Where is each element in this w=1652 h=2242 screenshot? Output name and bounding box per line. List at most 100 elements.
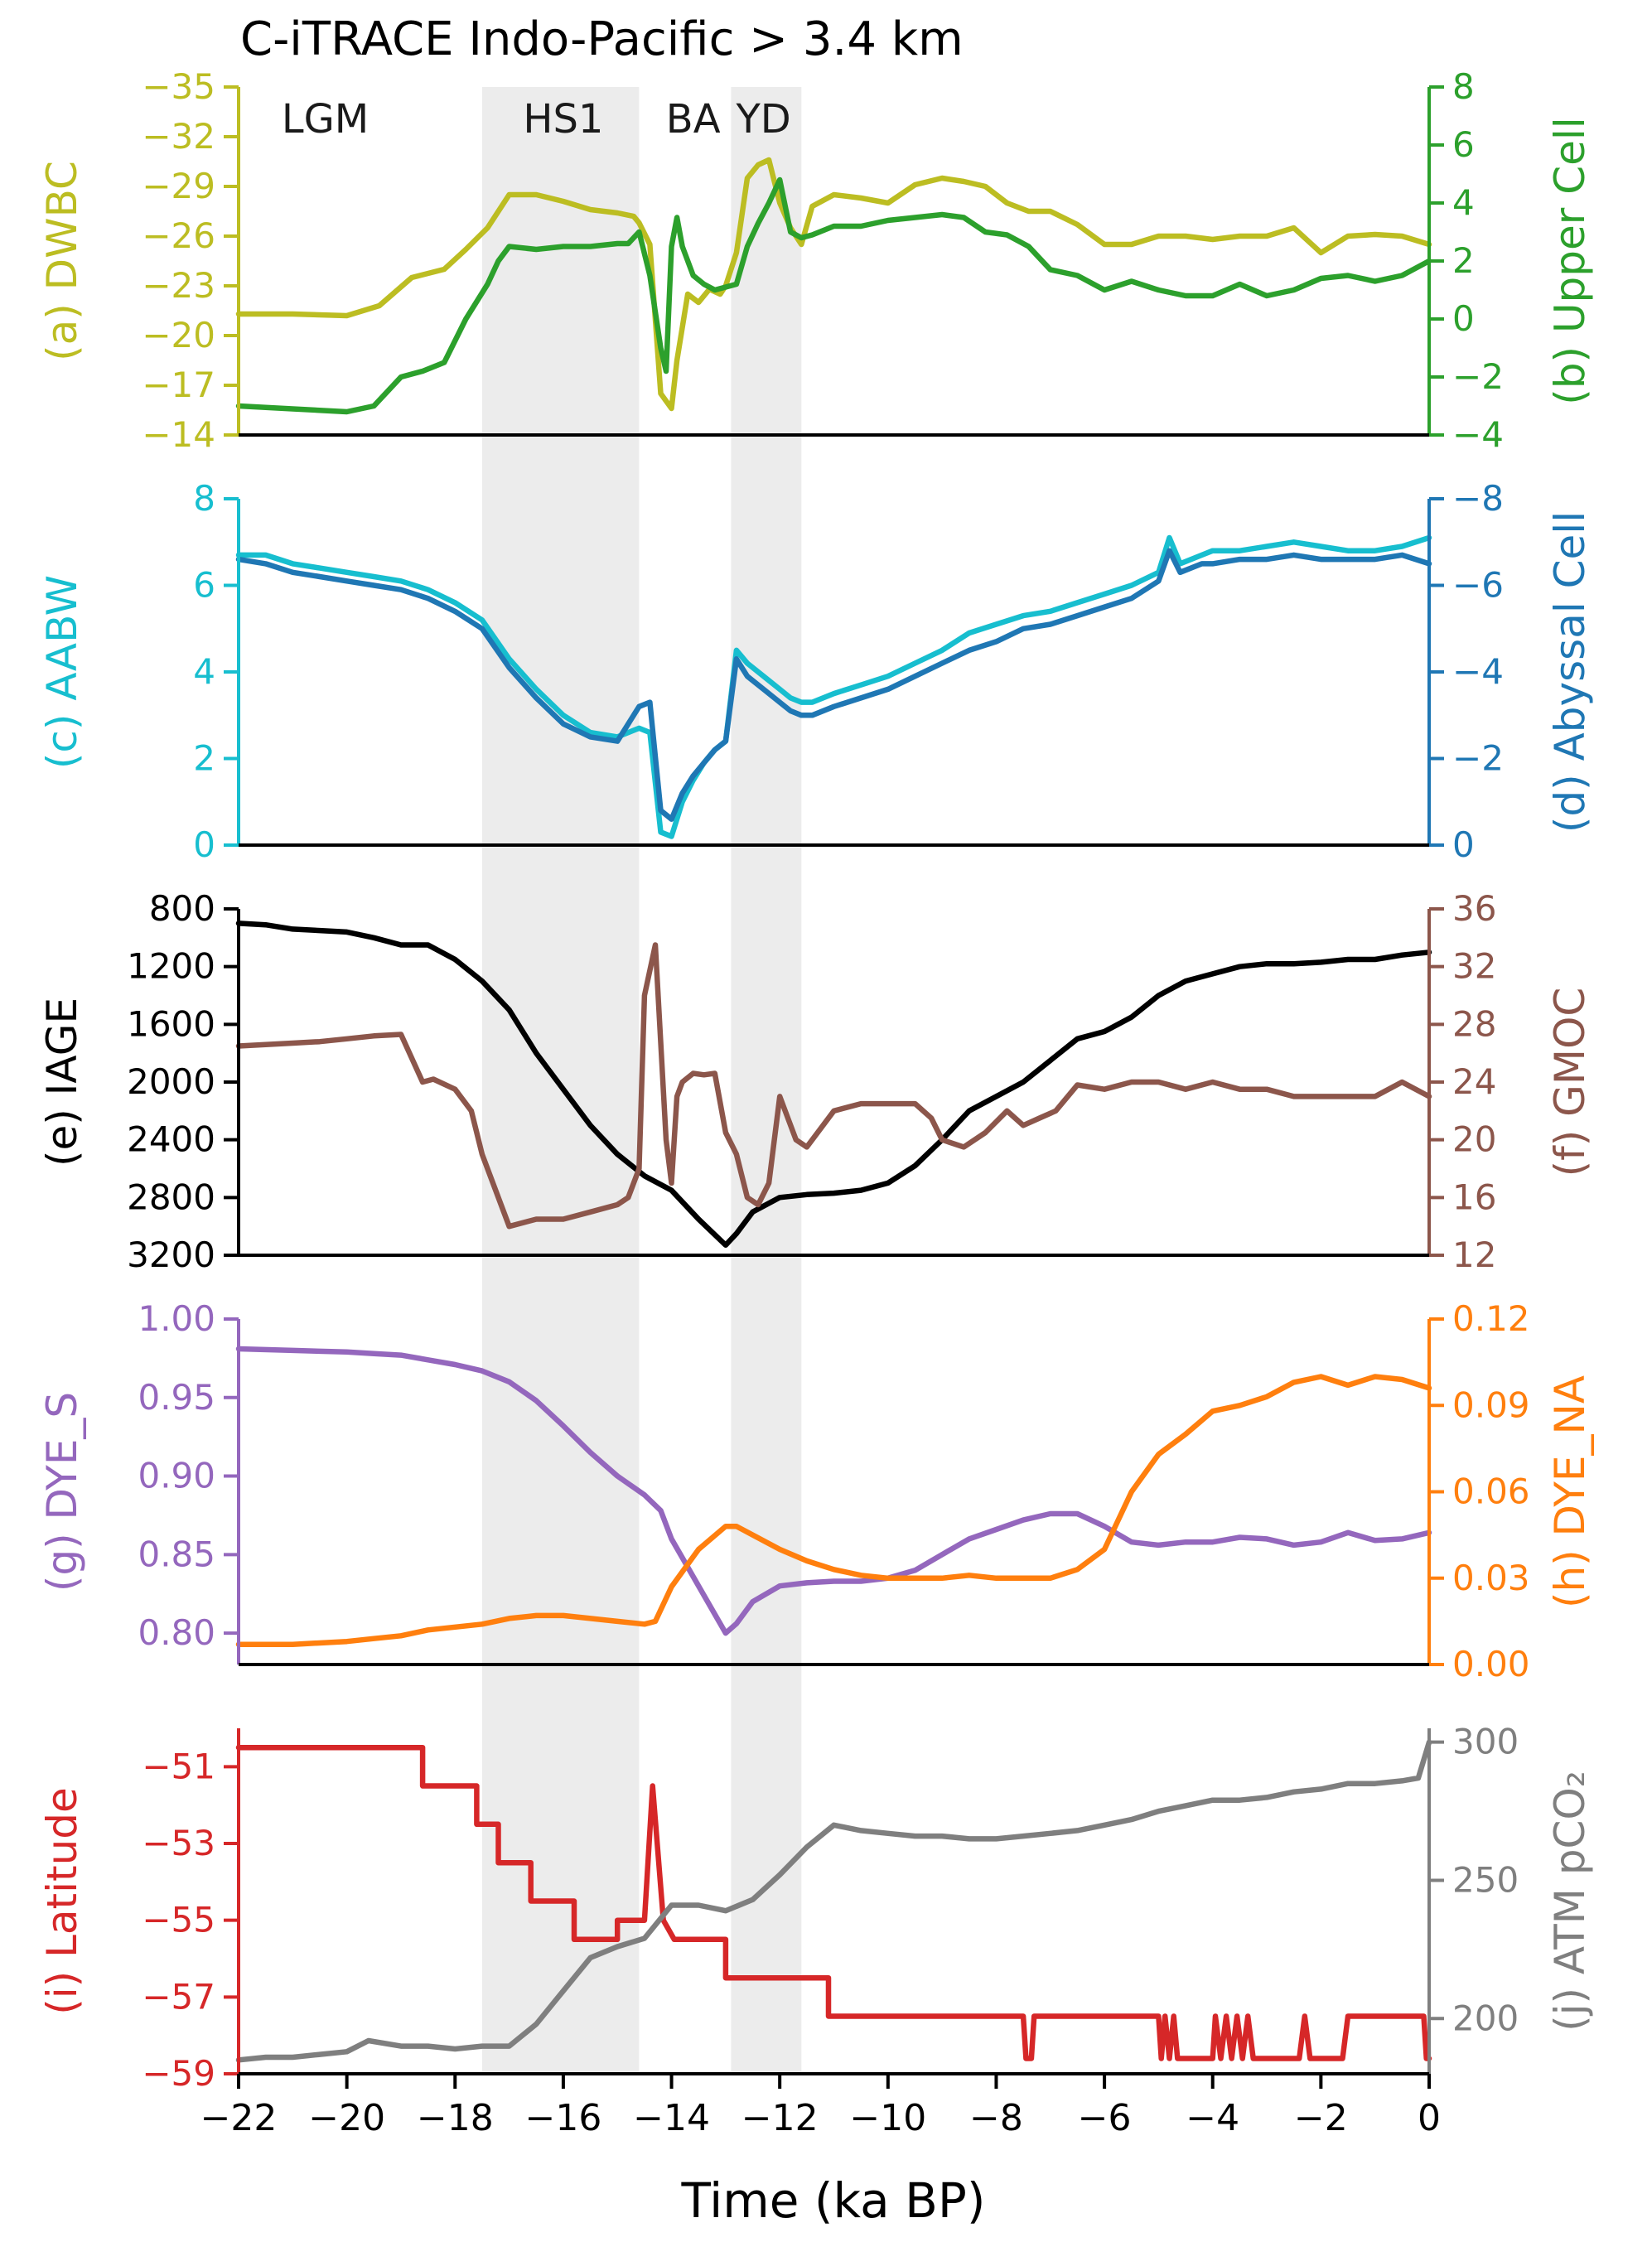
panel-2: 0 2 4 6 8 −8 −6 −4 −2 0 (c) AABW (d) Abyssal Cell [38, 478, 1594, 865]
right-tick-label: 0.12 [1452, 1298, 1530, 1339]
right-tick-label: 24 [1452, 1061, 1496, 1102]
right-tick-label: 0 [1452, 824, 1475, 865]
left-tick-label: −29 [142, 166, 215, 206]
series-line-left [235, 1744, 1432, 2061]
right-axis-label: (f) GMOC [1546, 988, 1594, 1177]
panel-5: −59 −57 −55 −53 −51 200 250 300 (i) Latitude (j) … [38, 1722, 1594, 2094]
series-line-left [235, 1346, 1432, 1636]
series-line-right [235, 942, 1432, 1230]
x-tick-label: −20 [308, 2097, 385, 2139]
series-line-right [235, 1739, 1432, 2063]
period-label-yd: YD [735, 96, 790, 143]
right-tick-label: 2 [1452, 240, 1475, 281]
left-tick-label: 1.00 [138, 1298, 215, 1339]
left-tick-label: 0 [193, 824, 215, 865]
x-tick-label: −4 [1186, 2097, 1239, 2139]
series-line-right [235, 176, 1432, 415]
left-tick-label: −32 [142, 116, 215, 157]
left-tick-label: −55 [142, 1900, 215, 1940]
x-axis-label: Time (ka BP) [681, 2172, 986, 2229]
left-tick-label: 6 [193, 565, 215, 606]
shaded-period-yd [731, 87, 802, 2074]
right-axis-label: (b) Upper Cell [1546, 117, 1594, 404]
left-tick-label: −53 [142, 1823, 215, 1863]
left-tick-label: −59 [142, 2053, 215, 2094]
shaded-period-hs1 [481, 87, 640, 2074]
left-axis-label: (i) Latitude [38, 1787, 86, 2015]
right-tick-label: −4 [1452, 651, 1504, 692]
left-axis-label: (c) AABW [38, 575, 86, 769]
panel-3: 800 1200 1600 2000 2400 2800 3200 12 16 20 24 28 32 3… [38, 888, 1594, 1275]
chart-title: C-iTRACE Indo-Pacific > 3.4 km [240, 12, 964, 66]
shaded-periods [481, 87, 802, 2074]
x-tick-label: −10 [849, 2097, 926, 2139]
right-tick-label: −2 [1452, 738, 1504, 779]
right-tick-label: 250 [1452, 1859, 1519, 1900]
x-tick-label: −16 [524, 2097, 601, 2139]
x-tick-label: −18 [417, 2097, 494, 2139]
series-line-right [235, 1374, 1432, 1647]
period-label-hs1: HS1 [523, 96, 603, 143]
x-tick-label: −8 [969, 2097, 1023, 2139]
left-axis-label: (a) DWBC [38, 161, 86, 361]
left-tick-label: 4 [193, 651, 215, 692]
right-tick-label: 12 [1452, 1235, 1496, 1275]
right-tick-label: −2 [1452, 356, 1504, 397]
x-tick-label: −2 [1294, 2097, 1348, 2139]
left-tick-label: −26 [142, 215, 215, 256]
right-tick-label: 0.09 [1452, 1384, 1530, 1425]
right-tick-label: −4 [1452, 414, 1504, 455]
series-line-right [235, 548, 1432, 822]
left-tick-label: −14 [142, 414, 215, 455]
left-axis-label: (e) IAGE [38, 998, 86, 1167]
period-label-lgm: LGM [282, 96, 369, 143]
left-tick-label: −35 [142, 66, 215, 107]
right-axis-label: (j) ATM pCO₂ [1546, 1771, 1594, 2032]
right-tick-label: 6 [1452, 124, 1475, 165]
right-axis-label: (d) Abyssal Cell [1546, 511, 1594, 833]
x-tick-label: −12 [741, 2097, 819, 2139]
x-tick-label: −6 [1078, 2097, 1132, 2139]
x-tick-label: −14 [633, 2097, 710, 2139]
left-tick-label: 1600 [127, 1003, 215, 1044]
left-tick-label: 800 [149, 888, 215, 929]
right-tick-label: 36 [1452, 888, 1496, 929]
right-tick-label: 28 [1452, 1003, 1496, 1044]
right-tick-label: 16 [1452, 1177, 1496, 1217]
panel-4: 0.80 0.85 0.90 0.95 1.00 0.00 0.03 0.06 0.09 0.12… [38, 1298, 1594, 1684]
period-label-ba: BA [666, 96, 721, 143]
left-tick-label: 1200 [127, 946, 215, 987]
left-tick-label: −23 [142, 265, 215, 306]
series-line-left [235, 920, 1432, 1249]
x-tick-label: 0 [1418, 2097, 1441, 2139]
right-tick-label: 32 [1452, 946, 1496, 987]
left-axis-label: (g) DYE_S [38, 1392, 86, 1592]
x-axis: −22 −20 −18 −16 −14 −12 −10 −8 −6 −4 −2 0 [200, 2074, 1441, 2139]
right-tick-label: 300 [1452, 1722, 1519, 1762]
left-tick-label: 0.90 [138, 1456, 215, 1496]
left-tick-label: −17 [142, 365, 215, 405]
left-tick-label: 0.85 [138, 1534, 215, 1574]
right-tick-label: 0.06 [1452, 1471, 1530, 1512]
right-tick-label: 0.03 [1452, 1558, 1530, 1598]
left-tick-label: −57 [142, 1976, 215, 2017]
left-tick-label: 2400 [127, 1119, 215, 1160]
left-tick-label: 0.80 [138, 1612, 215, 1653]
left-tick-label: 2 [193, 738, 215, 779]
right-tick-label: 8 [1452, 66, 1475, 107]
left-tick-label: −51 [142, 1746, 215, 1786]
right-tick-label: 0.00 [1452, 1644, 1530, 1684]
left-tick-label: 2800 [127, 1177, 215, 1217]
right-tick-label: 0 [1452, 298, 1475, 339]
right-tick-label: −6 [1452, 565, 1504, 606]
right-tick-label: −8 [1452, 478, 1504, 519]
x-tick-label: −22 [200, 2097, 278, 2139]
left-tick-label: 0.95 [138, 1377, 215, 1418]
right-tick-label: 4 [1452, 182, 1475, 223]
left-tick-label: 8 [193, 478, 215, 519]
left-tick-label: 2000 [127, 1061, 215, 1102]
series-line-left [235, 534, 1432, 839]
series-line-left [235, 157, 1432, 412]
